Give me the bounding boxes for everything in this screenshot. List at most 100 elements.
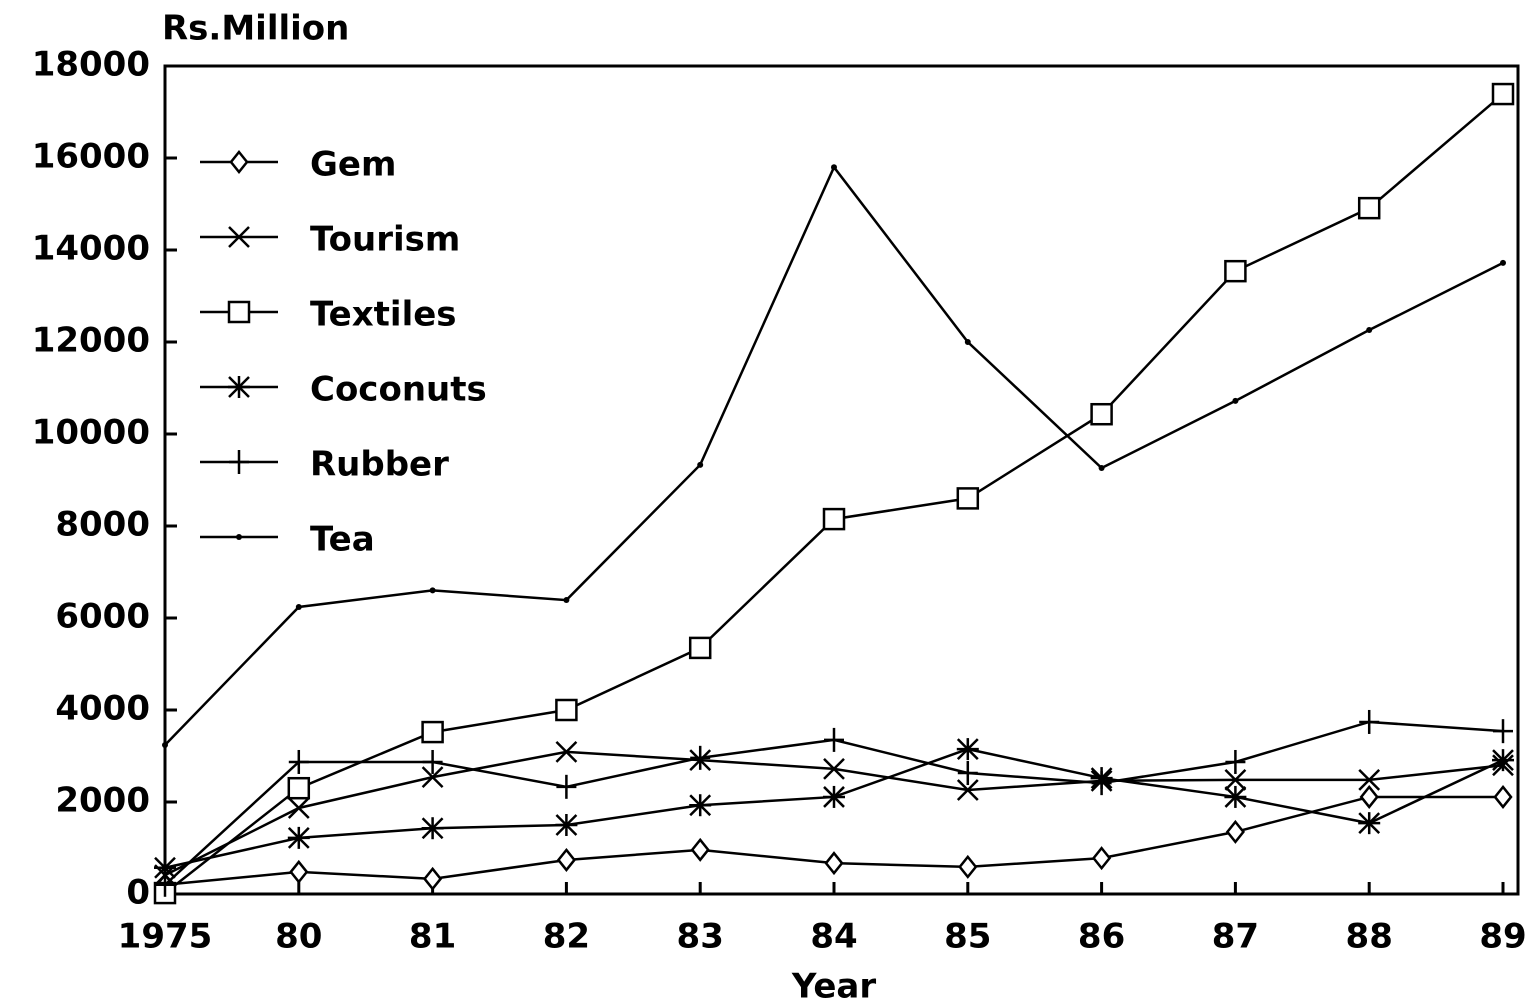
marker bbox=[556, 774, 577, 799]
marker-shape bbox=[822, 507, 846, 531]
marker-shape bbox=[289, 859, 309, 884]
marker bbox=[1493, 784, 1513, 809]
y-tick-label: 12000 bbox=[32, 321, 150, 361]
marker bbox=[1491, 82, 1515, 106]
marker-shape bbox=[422, 866, 443, 891]
marker-shape bbox=[421, 720, 444, 744]
marker bbox=[421, 817, 444, 840]
marker bbox=[289, 859, 309, 884]
marker-shape bbox=[227, 300, 251, 324]
marker-shape bbox=[1359, 784, 1379, 809]
marker bbox=[831, 164, 837, 171]
marker-shape bbox=[1357, 196, 1381, 220]
legend-label: Tea bbox=[310, 520, 375, 560]
marker bbox=[697, 461, 704, 468]
y-tick-label: 10000 bbox=[32, 413, 150, 453]
x-axis-label: Year bbox=[791, 967, 877, 1005]
marker bbox=[690, 745, 711, 770]
marker bbox=[1225, 819, 1246, 844]
marker bbox=[555, 740, 578, 763]
marker bbox=[1090, 402, 1113, 426]
legend-label: Textiles bbox=[310, 295, 457, 335]
marker-stroke bbox=[421, 766, 444, 789]
marker bbox=[823, 785, 845, 808]
marker-stroke bbox=[228, 226, 250, 248]
marker bbox=[555, 698, 578, 722]
marker bbox=[824, 851, 844, 876]
marker bbox=[822, 507, 846, 531]
marker-shape bbox=[162, 741, 168, 748]
marker bbox=[154, 856, 176, 879]
marker bbox=[563, 597, 570, 604]
y-tick-label: 0 bbox=[126, 873, 150, 913]
marker bbox=[422, 749, 443, 774]
marker-stroke bbox=[555, 740, 578, 763]
y-tick-label: 8000 bbox=[55, 505, 150, 545]
marker-shape bbox=[236, 534, 242, 540]
marker bbox=[1091, 771, 1112, 796]
marker-shape bbox=[556, 847, 577, 872]
marker bbox=[1224, 259, 1247, 283]
marker bbox=[1359, 709, 1380, 734]
marker-shape bbox=[287, 776, 311, 800]
marker bbox=[229, 450, 249, 474]
x-tick-label: 1975 bbox=[118, 917, 213, 957]
marker-stroke bbox=[823, 757, 845, 780]
marker bbox=[227, 300, 251, 324]
marker bbox=[421, 766, 444, 789]
x-tick-label: 84 bbox=[810, 917, 857, 957]
marker-stroke bbox=[956, 779, 979, 801]
marker bbox=[287, 797, 310, 819]
marker-shape bbox=[229, 149, 249, 175]
marker-shape bbox=[1090, 402, 1113, 426]
marker bbox=[1500, 259, 1506, 266]
marker-shape bbox=[697, 461, 704, 468]
marker bbox=[964, 339, 971, 345]
marker-stroke bbox=[1224, 769, 1247, 791]
marker-stroke bbox=[1358, 769, 1381, 791]
marker-shape bbox=[555, 698, 578, 722]
x-tick-label: 85 bbox=[944, 917, 991, 957]
marker bbox=[155, 872, 175, 897]
marker bbox=[1232, 397, 1239, 404]
marker bbox=[1357, 196, 1381, 220]
marker-shape bbox=[1224, 259, 1247, 283]
marker bbox=[1493, 719, 1513, 744]
marker-shape bbox=[1225, 819, 1246, 844]
y-tick-label: 14000 bbox=[32, 229, 150, 269]
series-line bbox=[164, 93, 1504, 895]
marker bbox=[288, 749, 309, 774]
marker bbox=[429, 587, 436, 594]
marker bbox=[690, 837, 710, 862]
legend-label: Gem bbox=[310, 145, 396, 185]
marker-shape bbox=[956, 487, 980, 510]
marker bbox=[824, 727, 844, 752]
marker-shape bbox=[824, 851, 844, 876]
marker-shape bbox=[1232, 397, 1239, 404]
marker-shape bbox=[1098, 465, 1105, 472]
marker-shape bbox=[1500, 259, 1506, 266]
x-tick-label: 87 bbox=[1212, 917, 1259, 957]
marker-shape bbox=[1491, 82, 1515, 106]
marker-shape bbox=[563, 597, 570, 604]
marker bbox=[1358, 812, 1381, 835]
marker bbox=[162, 741, 168, 748]
marker bbox=[1098, 465, 1105, 472]
x-tick-label: 83 bbox=[677, 917, 724, 957]
marker bbox=[956, 779, 979, 801]
y-axis-label: Rs.Million bbox=[162, 9, 349, 49]
marker bbox=[823, 757, 845, 780]
marker bbox=[228, 376, 250, 398]
marker bbox=[957, 761, 978, 786]
legend-label: Tourism bbox=[310, 220, 460, 260]
marker-shape bbox=[1366, 327, 1373, 334]
marker-shape bbox=[688, 636, 712, 660]
y-tick-label: 4000 bbox=[55, 689, 150, 729]
marker bbox=[1366, 327, 1373, 334]
marker bbox=[689, 794, 712, 817]
marker bbox=[421, 720, 444, 744]
marker-shape bbox=[295, 603, 302, 610]
marker bbox=[228, 226, 250, 248]
marker bbox=[229, 149, 249, 175]
